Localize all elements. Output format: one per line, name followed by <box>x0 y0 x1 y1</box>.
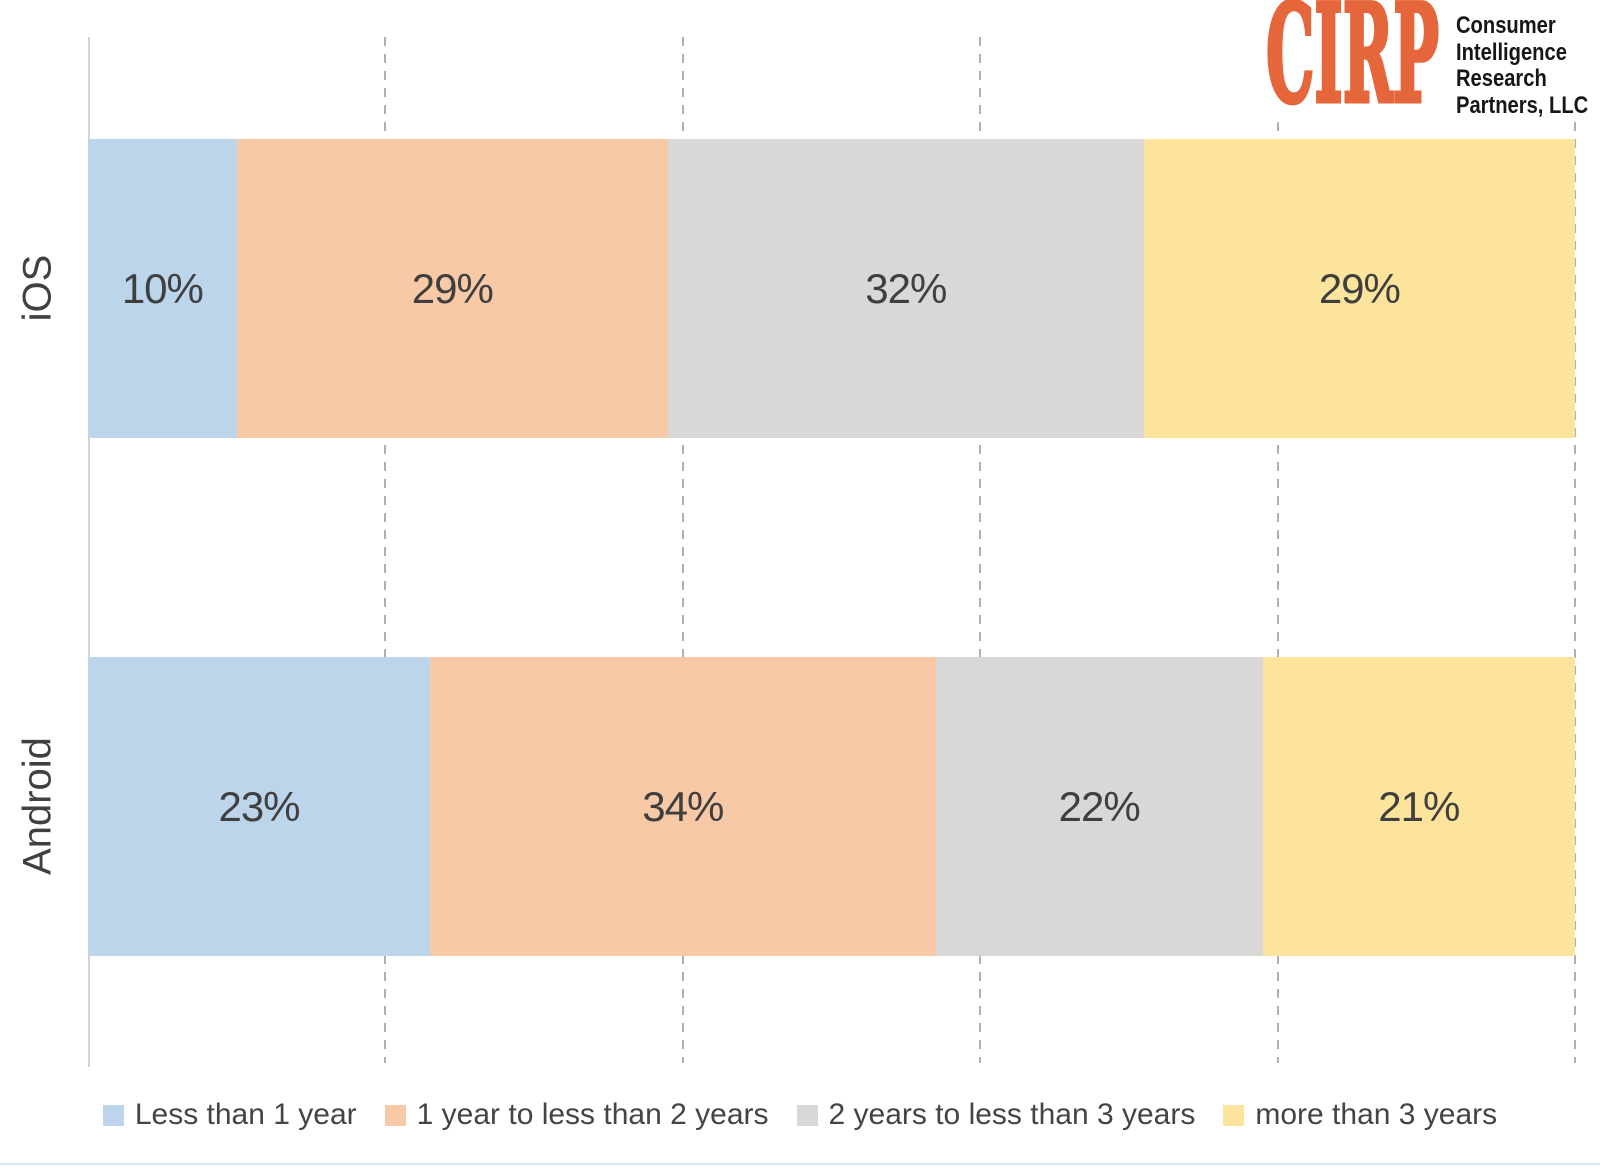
legend-label: 2 years to less than 3 years <box>828 1098 1196 1131</box>
legend-label: 1 year to less than 2 years <box>416 1098 769 1131</box>
cirp-logo: CIRP Consumer Intelligence Research Part… <box>1256 0 1600 124</box>
legend-item: 1 year to less than 2 years <box>384 1098 769 1132</box>
legend-item: Less than 1 year <box>102 1098 357 1132</box>
bar-segment: 34% <box>430 657 936 956</box>
y-axis-line <box>88 37 90 1067</box>
bar-segment: 22% <box>935 657 1263 956</box>
cirp-company-name: Consumer Intelligence Research Partners,… <box>1456 14 1588 118</box>
plot-area: 10% 29% 32% 29% 23% 34% 22% 21% <box>88 37 1576 1067</box>
gridline-60-percent <box>979 37 982 1063</box>
company-name-line: Research <box>1456 65 1547 93</box>
bottom-edge-line <box>0 1163 1600 1165</box>
cirp-logo-mark-box: CIRP <box>1265 0 1440 124</box>
segment-value-label: 10% <box>121 264 204 312</box>
legend-swatch <box>102 1104 124 1126</box>
legend: Less than 1 year 1 year to less than 2 ye… <box>0 1098 1600 1132</box>
bar-row-android: 23% 34% 22% 21% <box>88 657 1575 956</box>
company-name-line: Partners, LLC <box>1456 91 1589 119</box>
bar-segment: 23% <box>88 657 430 956</box>
segment-value-label: 29% <box>411 264 494 312</box>
segment-value-label: 21% <box>1378 782 1460 830</box>
gridline-40-percent <box>681 37 684 1063</box>
bar-segment: 21% <box>1262 657 1575 956</box>
cirp-logo-text: CIRP <box>1265 0 1440 133</box>
bar-segment: 10% <box>88 139 237 438</box>
bar-segment: 29% <box>236 139 668 438</box>
y-axis-label-android: Android <box>15 737 60 875</box>
segment-value-label: 23% <box>218 782 300 830</box>
legend-swatch <box>796 1104 818 1126</box>
legend-item: 2 years to less than 3 years <box>796 1098 1196 1132</box>
segment-value-label: 32% <box>865 264 947 312</box>
bar-segment: 29% <box>1143 139 1575 438</box>
legend-item: more than 3 years <box>1223 1098 1497 1132</box>
gridline-100-percent <box>1574 37 1576 1063</box>
company-name-line: Consumer <box>1456 12 1556 39</box>
legend-swatch <box>384 1104 406 1126</box>
bar-row-ios: 10% 29% 32% 29% <box>88 139 1575 438</box>
segment-value-label: 34% <box>642 782 724 830</box>
bar-segment: 32% <box>667 139 1144 438</box>
segment-value-label: 29% <box>1318 264 1401 312</box>
legend-label: Less than 1 year <box>134 1098 357 1131</box>
gridline-20-percent <box>384 37 387 1063</box>
legend-swatch <box>1223 1104 1245 1126</box>
segment-value-label: 22% <box>1058 782 1141 830</box>
gridline-80-percent <box>1276 37 1279 1063</box>
legend-label: more than 3 years <box>1255 1098 1498 1131</box>
company-name-line: Intelligence <box>1456 38 1567 66</box>
y-axis-label-ios: iOS <box>15 254 60 322</box>
